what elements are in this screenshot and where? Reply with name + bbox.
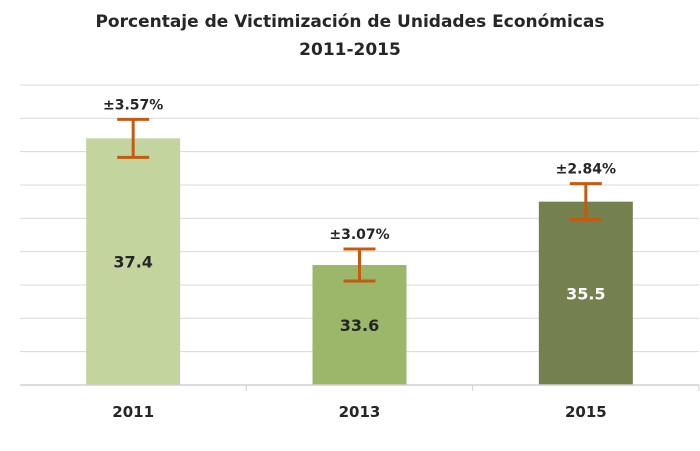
error-label-2011: ±3.57% bbox=[103, 97, 163, 113]
data-label-2011: 37.4 bbox=[113, 253, 152, 272]
x-tick-label-2013: 2013 bbox=[339, 403, 381, 421]
x-tick-label-2015: 2015 bbox=[565, 403, 607, 421]
bar-2011 bbox=[86, 138, 181, 385]
bar-2015 bbox=[538, 201, 633, 385]
data-label-2015: 35.5 bbox=[566, 284, 605, 303]
chart-title: Porcentaje de Victimización de Unidades … bbox=[95, 12, 605, 32]
error-label-2015: ±2.84% bbox=[556, 162, 616, 178]
chart-subtitle: 2011-2015 bbox=[299, 40, 401, 60]
data-label-2013: 33.6 bbox=[340, 316, 379, 335]
x-tick-label-2011: 2011 bbox=[112, 403, 154, 421]
bar-2013 bbox=[312, 265, 407, 385]
error-label-2013: ±3.07% bbox=[329, 227, 389, 243]
